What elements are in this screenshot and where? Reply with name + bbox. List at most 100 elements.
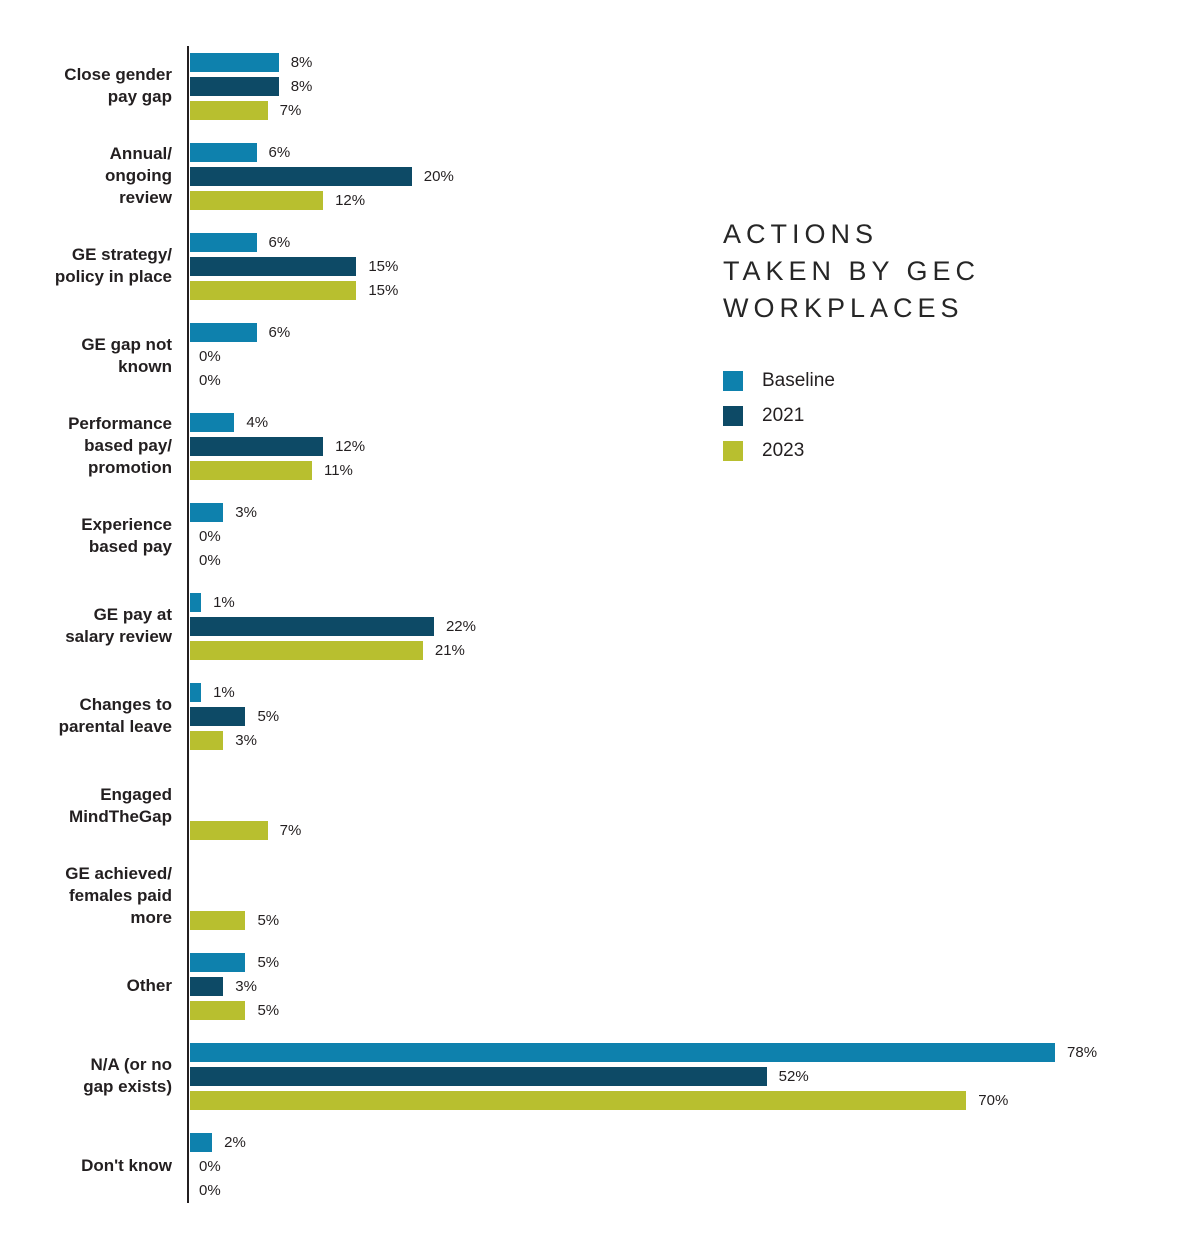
bar-2023 — [190, 640, 423, 660]
category-bars: 6% 0% 0% — [190, 320, 290, 392]
zero-value-label: 0% — [199, 1157, 221, 1175]
bar-value-label: 5% — [257, 1001, 280, 1019]
bar-value-label: 3% — [235, 731, 257, 749]
category-label-line: policy in place — [54, 267, 172, 286]
bar-value-label: 5% — [257, 953, 280, 971]
bar-baseline — [190, 142, 257, 162]
category-bars: 3% 0% 0% — [190, 500, 257, 572]
bar-slot-baseline: 4% — [190, 410, 365, 434]
category-group: Don't know 2% 0% 0% — [0, 1130, 1097, 1202]
bar-slot-baseline: 6% — [190, 230, 398, 254]
category-label-line: Experience — [81, 515, 172, 534]
category-label: Changes to parental leave — [0, 694, 172, 738]
bar-2023 — [190, 1090, 967, 1110]
bar-slot-baseline: 2% — [190, 1130, 246, 1154]
chart-title-line: ACTIONS — [723, 219, 879, 249]
bar-slot-2021: 15% — [190, 254, 398, 278]
legend-item-baseline: Baseline — [723, 370, 835, 392]
category-label-line: more — [130, 908, 172, 927]
category-label: Annual/ongoing review — [0, 143, 172, 209]
legend-label: 2021 — [762, 405, 805, 426]
bar-baseline — [190, 52, 279, 72]
legend-swatch-2021 — [723, 406, 743, 426]
category-group: Close gender pay gap 8% 8% 7% — [0, 50, 1097, 122]
bar-slot-2023: 5% — [190, 908, 279, 932]
category-label: GE gap not known — [0, 334, 172, 378]
category-label-line: gap exists) — [83, 1077, 172, 1096]
zero-value-label: 0% — [199, 371, 221, 389]
bar-slot-2021: 12% — [190, 434, 365, 458]
category-label-line: GE achieved/ — [65, 864, 172, 883]
category-group: Changes to parental leave 1% 5% 3% — [0, 680, 1097, 752]
category-group: Performance based pay/promotion 4% 12% 11% — [0, 410, 1097, 482]
bar-value-label: 70% — [978, 1091, 1009, 1109]
bar-slot-2023: 21% — [190, 638, 476, 662]
category-label: N/A (or no gap exists) — [0, 1054, 172, 1098]
bar-baseline — [190, 1042, 1056, 1062]
bar-baseline — [190, 502, 224, 522]
bar-slot-2021: 0% — [190, 1154, 246, 1178]
category-label-line: known — [118, 357, 172, 376]
bar-baseline — [190, 682, 202, 702]
bar-slot-baseline: 78% — [190, 1040, 1097, 1064]
legend-item-2021: 2021 — [723, 405, 835, 427]
category-label: GE achieved/females paid more — [0, 863, 172, 929]
bar-slot-2023: 5% — [190, 998, 279, 1022]
category-bars: 6% 15% 15% — [190, 230, 398, 302]
bar-slot-baseline — [190, 860, 279, 884]
category-bars: 2% 0% 0% — [190, 1130, 246, 1202]
category-group: Experience based pay 3% 0% 0% — [0, 500, 1097, 572]
bar-2023 — [190, 910, 246, 930]
category-label-line: GE strategy/ — [71, 245, 172, 264]
bar-slot-2023: 11% — [190, 458, 365, 482]
legend-item-2023: 2023 — [723, 440, 835, 462]
bar-value-label: 12% — [335, 191, 366, 209]
bar-slot-baseline: 8% — [190, 50, 312, 74]
category-bars: 6% 20% 12% — [190, 140, 454, 212]
legend-swatch-2023 — [723, 441, 743, 461]
bar-value-label: 8% — [290, 77, 313, 95]
bar-slot-2021: 8% — [190, 74, 312, 98]
category-bars: 5% 3% 5% — [190, 950, 279, 1022]
bar-slot-2023: 70% — [190, 1088, 1097, 1112]
legend: Baseline 2021 2023 — [723, 370, 835, 462]
bar-slot-2021 — [190, 794, 301, 818]
bar-slot-2021: 3% — [190, 974, 279, 998]
bar-slot-2021: 5% — [190, 704, 279, 728]
bar-value-label: 4% — [246, 413, 269, 431]
category-label: GE strategy/policy in place — [0, 244, 172, 288]
category-group: GE gap not known 6% 0% 0% — [0, 320, 1097, 392]
bar-value-label: 78% — [1067, 1043, 1098, 1061]
bar-slot-baseline: 5% — [190, 950, 279, 974]
legend-label: 2023 — [762, 440, 805, 461]
bar-2023 — [190, 280, 357, 300]
category-label-line: based pay/ — [84, 436, 172, 455]
category-label-line: GE gap not — [81, 335, 172, 354]
category-label: Close gender pay gap — [0, 64, 172, 108]
bar-2021 — [190, 1066, 767, 1086]
category-label-line: Engaged — [100, 785, 172, 804]
category-label-line: Changes to — [79, 695, 172, 714]
bar-2021 — [190, 976, 224, 996]
zero-value-label: 0% — [199, 347, 221, 365]
bar-slot-2023: 15% — [190, 278, 398, 302]
bar-value-label: 22% — [445, 617, 476, 635]
category-label-line: Annual/ — [109, 144, 172, 163]
y-axis-line — [187, 46, 189, 1203]
bar-slot-2023: 3% — [190, 728, 279, 752]
bar-baseline — [190, 232, 257, 252]
bar-2021 — [190, 166, 412, 186]
bar-value-label: 3% — [235, 977, 257, 995]
zero-value-label: 0% — [199, 1181, 221, 1199]
category-group: Engaged MindTheGap 7% — [0, 770, 1097, 842]
zero-value-label: 0% — [199, 551, 221, 569]
bar-slot-2021: 0% — [190, 344, 290, 368]
category-label: GE pay at salary review — [0, 604, 172, 648]
bar-value-label: 20% — [423, 167, 454, 185]
bar-slot-2021: 20% — [190, 164, 454, 188]
category-bars: 7% — [190, 770, 301, 842]
bar-value-label: 6% — [268, 143, 291, 161]
bar-value-label: 52% — [778, 1067, 809, 1085]
bar-baseline — [190, 592, 202, 612]
bar-2023 — [190, 1000, 246, 1020]
